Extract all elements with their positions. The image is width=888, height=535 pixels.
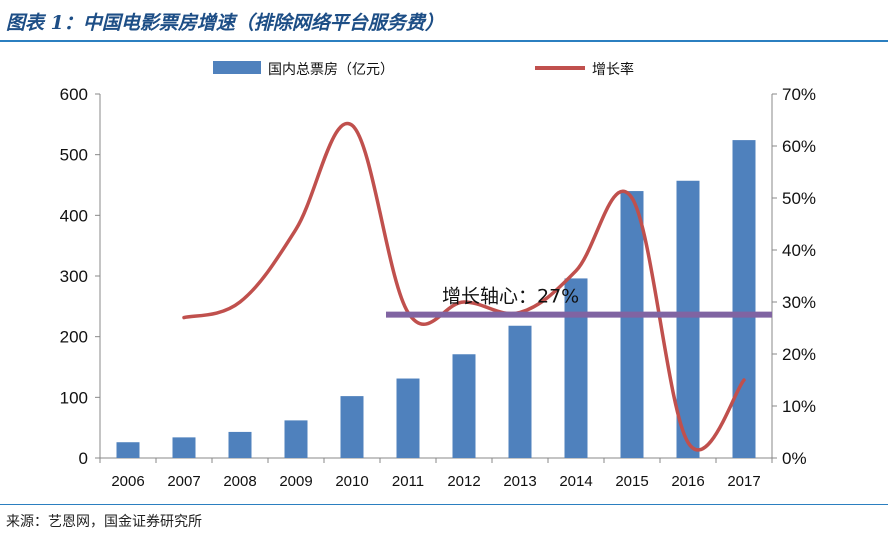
y-right-tick-label: 30%	[782, 293, 816, 312]
title-rule	[0, 40, 888, 42]
y-right-tick-label: 0%	[782, 449, 807, 468]
x-tick-label-2014: 2014	[559, 473, 592, 490]
x-tick-label-2010: 2010	[335, 473, 368, 490]
x-tick-label-2006: 2006	[111, 473, 144, 490]
bar-2013	[508, 325, 532, 458]
bar-2007	[172, 437, 196, 458]
x-tick-label-2017: 2017	[727, 473, 760, 490]
x-tick-label-2007: 2007	[167, 473, 200, 490]
x-tick-label-2009: 2009	[279, 473, 312, 490]
bar-2015	[620, 191, 644, 459]
y-right-tick-label: 70%	[782, 85, 816, 104]
x-tick-label-2008: 2008	[223, 473, 256, 490]
y-left-tick-label: 300	[60, 267, 88, 286]
x-tick-label-2015: 2015	[615, 473, 648, 490]
source-note: 来源：艺恩网，国金证券研究所	[6, 514, 202, 530]
y-left-tick-label: 600	[60, 85, 88, 104]
bar-2008	[228, 431, 252, 458]
bar-2014	[564, 278, 588, 458]
y-left-tick-label: 400	[60, 206, 88, 225]
x-tick-label-2011: 2011	[392, 473, 424, 490]
bar-2010	[340, 396, 364, 458]
y-right-tick-label: 20%	[782, 345, 816, 364]
title-bar: 图表 1：中国电影票房增速（排除网络平台服务费）	[0, 0, 888, 44]
y-right-tick-label: 40%	[782, 241, 816, 260]
footer-rule	[0, 504, 888, 505]
bar-2012	[452, 354, 476, 458]
y-left-tick-label: 100	[60, 388, 88, 407]
y-right-tick-label: 60%	[782, 137, 816, 156]
y-left-tick-label: 200	[60, 328, 88, 347]
x-tick-label-2016: 2016	[671, 473, 704, 490]
bar-2017	[732, 140, 756, 458]
bar-2006	[116, 442, 140, 458]
bar-2011	[396, 378, 420, 458]
growth-axis-label: 增长轴心：27%	[442, 286, 579, 308]
y-left-tick-label: 0	[79, 449, 88, 468]
x-tick-label-2013: 2013	[503, 473, 536, 490]
legend-bar-label: 国内总票房（亿元）	[268, 62, 394, 78]
chart-title: 图表 1：中国电影票房增速（排除网络平台服务费）	[6, 12, 444, 34]
y-right-tick-label: 50%	[782, 189, 816, 208]
bar-2009	[284, 420, 308, 458]
y-right-tick-label: 10%	[782, 397, 816, 416]
legend-line-label: 增长率	[592, 61, 634, 78]
bar-2016	[676, 180, 700, 458]
y-left-tick-label: 500	[60, 146, 88, 165]
x-tick-label-2012: 2012	[447, 473, 480, 490]
legend-bar-swatch	[213, 61, 261, 74]
